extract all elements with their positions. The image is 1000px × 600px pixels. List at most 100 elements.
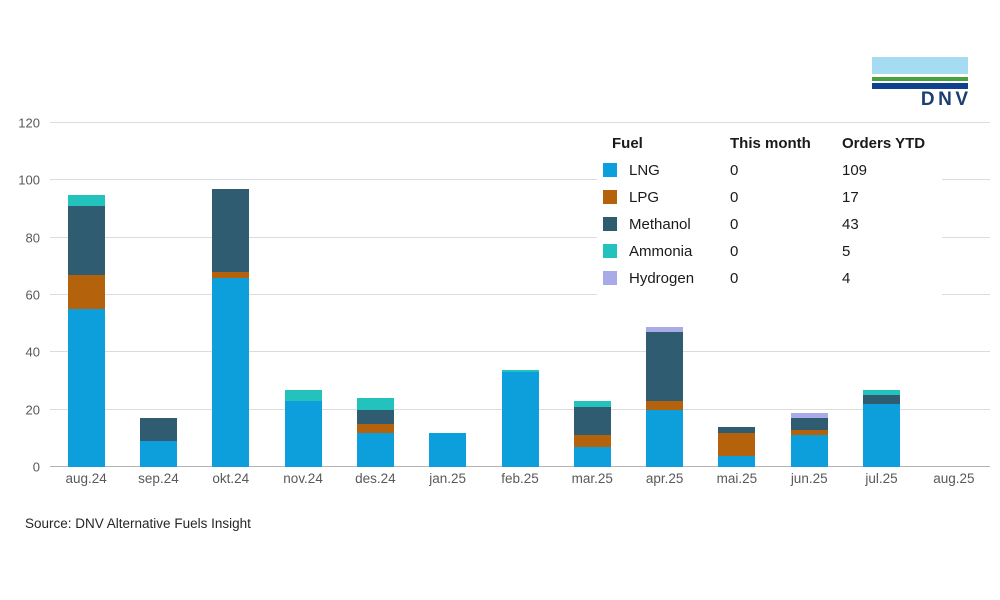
bar-segment-jan-25-lng (429, 432, 467, 467)
bar-segment-jun-25-lpg (790, 429, 828, 436)
legend-table: Fuel This month Orders YTD LNG 0 109 LPG 0 17… (597, 130, 942, 296)
legend-label-lng: LNG (629, 162, 660, 179)
bar-segment-jul-25-ammonia (863, 389, 901, 396)
bar-segment-nov-24-ammonia (284, 389, 322, 402)
legend-row-lpg: LPG 0 17 (597, 184, 942, 211)
bar-segment-apr-25-methanol (646, 332, 684, 402)
x-tick-sep-24: sep.24 (138, 471, 179, 486)
legend-label-methanol: Methanol (629, 216, 691, 233)
bar-segment-jul-25-methanol (863, 395, 901, 404)
plot-area (50, 122, 990, 467)
legend-header-this-month: This month (730, 135, 811, 152)
y-tick-0: 0 (32, 459, 40, 475)
legend-this-month-ammonia: 0 (730, 243, 739, 260)
bar-segment-jun-25-lng (790, 435, 828, 467)
x-tick-nov-24: nov.24 (283, 471, 323, 486)
bar-segment-mar-25-ammonia (573, 401, 611, 407)
bar-segment-mai-25-lng (718, 455, 756, 467)
legend-label-lpg: LPG (629, 189, 660, 206)
source-caption: Source: DNV Alternative Fuels Insight (25, 516, 251, 531)
bar-segment-okt-24-lng (212, 277, 250, 467)
legend-header-row: Fuel This month Orders YTD (597, 130, 942, 157)
legend-label-hydrogen: Hydrogen (629, 270, 695, 287)
legend-fuel-cell: Methanol (603, 216, 730, 233)
legend-orders-ytd-methanol: 43 (842, 216, 859, 233)
y-axis-tick-labels: 0 20 40 60 80 100 120 (0, 116, 40, 475)
bar-segment-aug-24-methanol (67, 206, 105, 275)
x-tick-mai-25: mai.25 (716, 471, 758, 486)
bar-segment-des-24-ammonia (356, 398, 394, 410)
bar-segment-sep-24-methanol (139, 418, 177, 442)
legend-swatch-ammonia (603, 244, 617, 258)
legend-this-month-methanol: 0 (730, 216, 739, 233)
bar-segment-sep-24-lng (139, 441, 177, 467)
bar-segment-apr-25-lng (646, 409, 684, 467)
legend-fuel-cell: Ammonia (603, 243, 730, 260)
dnv-logo-navy-stripe (872, 83, 968, 89)
dnv-logo-sky-stripe (872, 57, 968, 74)
y-tick-40: 40 (25, 344, 40, 360)
x-tick-mar-25: mar.25 (571, 471, 613, 486)
bar-segment-feb-25-lng (501, 372, 539, 467)
x-tick-jun-25: jun.25 (790, 471, 828, 486)
legend-row-lng: LNG 0 109 (597, 157, 942, 184)
legend-orders-ytd-lng: 109 (842, 162, 868, 179)
legend-orders-ytd-hydrogen: 4 (842, 270, 851, 287)
bar-segment-aug-24-lng (67, 309, 105, 467)
legend-header-fuel: Fuel (612, 135, 643, 152)
legend-row-hydrogen: Hydrogen 0 4 (597, 265, 942, 292)
x-tick-okt-24: okt.24 (212, 471, 250, 486)
legend-this-month-lpg: 0 (730, 189, 739, 206)
x-tick-aug-25: aug.25 (933, 471, 975, 486)
dnv-logo-wordmark: DNV (920, 89, 972, 110)
bar-segment-okt-24-methanol (212, 188, 250, 273)
legend-swatch-lng (603, 163, 617, 177)
bar-segment-des-24-methanol (356, 409, 394, 424)
x-tick-aug-24: aug.24 (65, 471, 107, 486)
x-tick-feb-25: feb.25 (501, 471, 539, 486)
bar-segment-des-24-lpg (356, 424, 394, 433)
legend-row-methanol: Methanol 0 43 (597, 211, 942, 238)
bar-segment-nov-24-lng (284, 401, 322, 467)
legend-fuel-cell: Hydrogen (603, 270, 730, 287)
bar-segment-aug-24-lpg (67, 274, 105, 310)
bar-segment-apr-25-hydrogen (646, 326, 684, 333)
bar-segment-mar-25-methanol (573, 406, 611, 436)
bar-segment-mar-25-lpg (573, 435, 611, 447)
x-axis-tick-labels: aug.24 sep.24 okt.24 nov.24 des.24 jan.25 feb.… (50, 471, 990, 493)
y-tick-100: 100 (18, 172, 40, 188)
legend-fuel-cell: LPG (603, 189, 730, 206)
bar-segment-mar-25-lng (573, 446, 611, 467)
dnv-logo-green-stripe (872, 77, 968, 81)
x-tick-des-24: des.24 (355, 471, 396, 486)
gridline-y-40 (50, 351, 990, 352)
legend-orders-ytd-lpg: 17 (842, 189, 859, 206)
legend-swatch-methanol (603, 217, 617, 231)
x-tick-jul-25: jul.25 (865, 471, 898, 486)
bar-segment-feb-25-ammonia (501, 369, 539, 373)
legend-this-month-hydrogen: 0 (730, 270, 739, 287)
legend-rows: LNG 0 109 LPG 0 17 Methanol 0 43 Ammonia 0 5 Hydroge… (597, 157, 942, 292)
legend-swatch-lpg (603, 190, 617, 204)
legend-this-month-lng: 0 (730, 162, 739, 179)
bar-segment-apr-25-lpg (646, 401, 684, 410)
legend-orders-ytd-ammonia: 5 (842, 243, 851, 260)
bar-segment-jun-25-methanol (790, 418, 828, 430)
gridline-y-100 (50, 179, 990, 180)
bar-segment-aug-24-ammonia (67, 194, 105, 207)
legend-swatch-hydrogen (603, 271, 617, 285)
bar-segment-mai-25-lpg (718, 432, 756, 456)
gridline-y-80 (50, 237, 990, 238)
legend-label-ammonia: Ammonia (629, 243, 693, 260)
bar-segment-okt-24-lpg (212, 272, 250, 278)
gridline-y-120 (50, 122, 990, 123)
gridline-y-60 (50, 294, 990, 295)
bar-segment-jul-25-lng (863, 403, 901, 467)
y-tick-120: 120 (18, 115, 40, 131)
legend-header-orders-ytd: Orders YTD (842, 135, 926, 152)
bar-segment-mai-25-methanol (718, 426, 756, 433)
bar-segment-jun-25-hydrogen (790, 412, 828, 419)
dnv-logo: DNV (872, 57, 968, 109)
y-tick-80: 80 (25, 230, 40, 246)
y-tick-60: 60 (25, 287, 40, 303)
